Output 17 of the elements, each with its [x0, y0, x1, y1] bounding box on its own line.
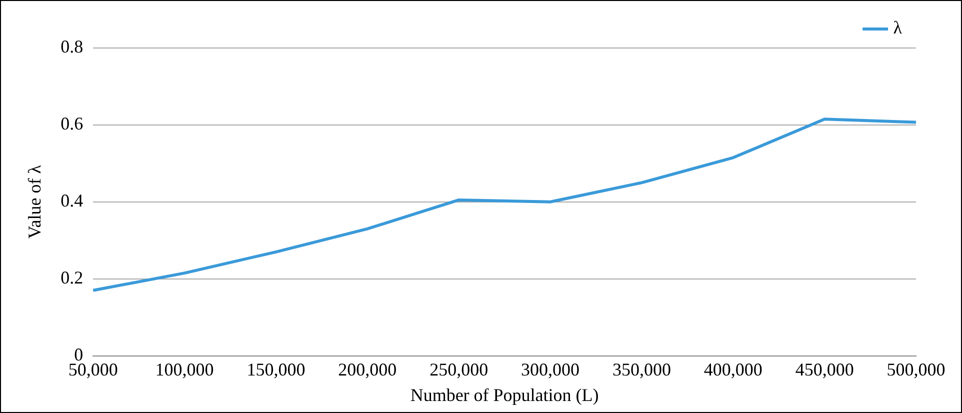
x-tick-label: 450,000	[795, 359, 854, 380]
x-tick-label: 250,000	[430, 359, 488, 380]
y-tick-label: 0.4	[60, 190, 84, 211]
y-tick-label: 0.6	[60, 114, 84, 134]
x-tick-label: 200,000	[338, 359, 397, 380]
y-tick-label: 0.2	[60, 268, 84, 288]
x-tick-label: 350,000	[612, 359, 671, 380]
x-tick-label: 150,000	[246, 359, 306, 380]
y-tick-label: 0.8	[60, 36, 84, 57]
x-tick-label: 500,000	[886, 359, 946, 380]
x-tick-label: 300,000	[521, 359, 580, 380]
x-tick-label: 100,000	[155, 359, 214, 380]
y-axis-title: Value of λ	[24, 164, 45, 239]
x-axis-title: Number of Population (L)	[410, 384, 599, 405]
legend-label: λ	[893, 18, 902, 38]
x-tick-label: 400,000	[704, 359, 762, 380]
y-tick-label: 0	[74, 344, 84, 365]
